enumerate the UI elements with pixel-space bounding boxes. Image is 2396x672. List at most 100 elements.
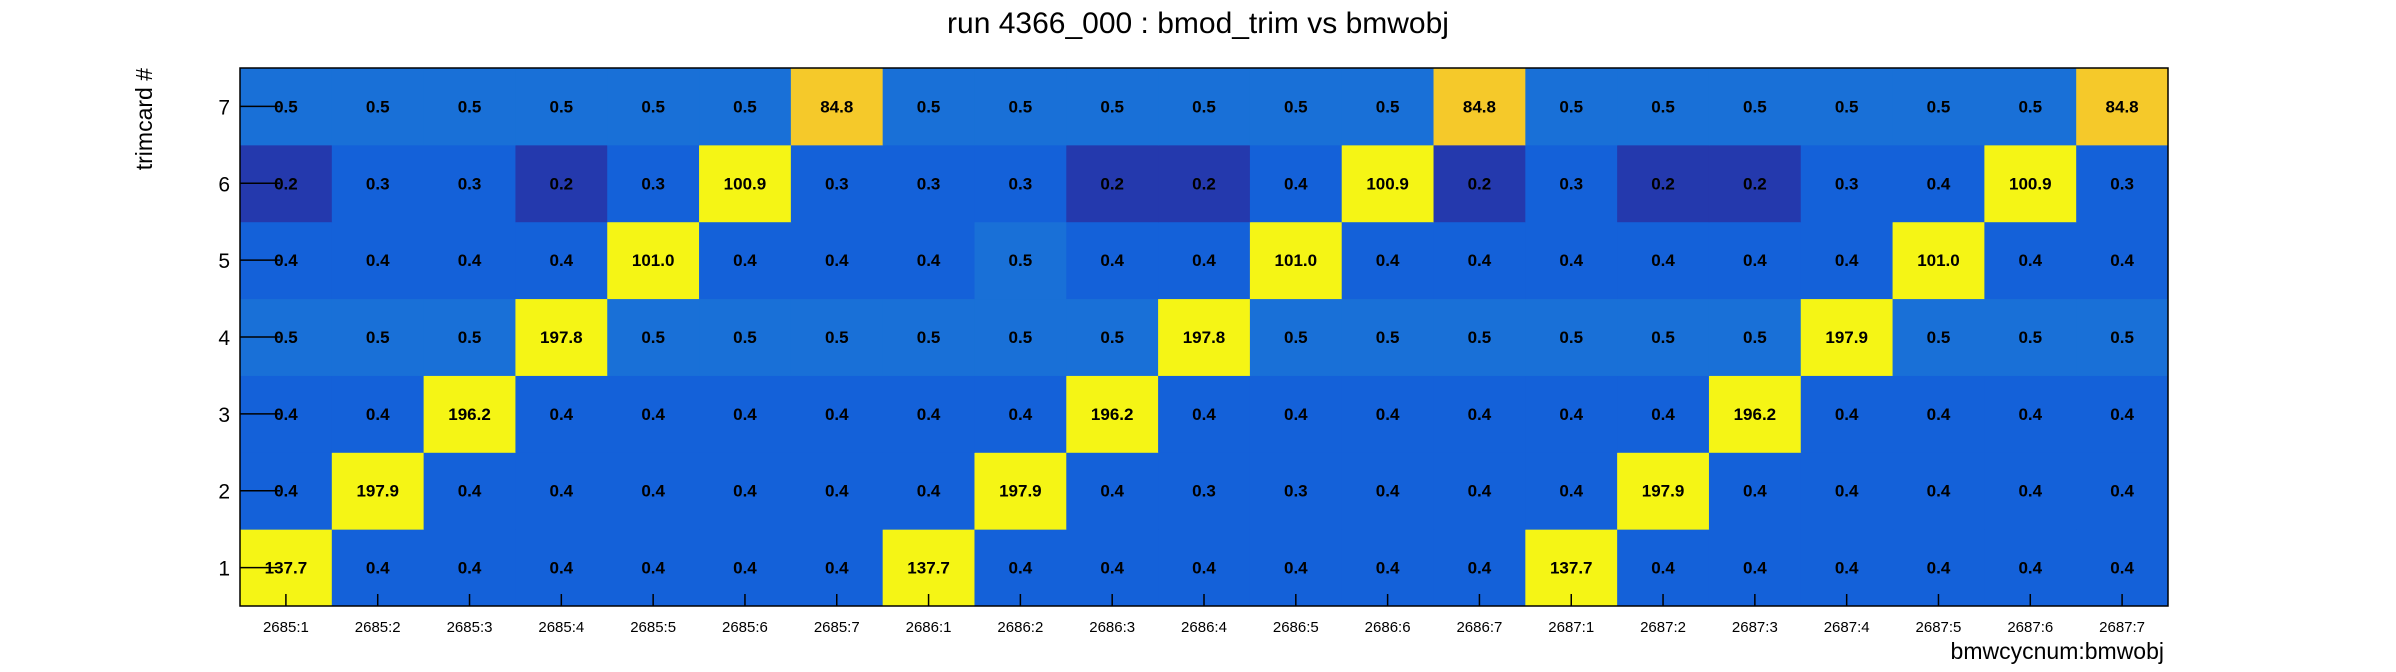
x-tick-label: 2686:1 (906, 619, 952, 636)
heatmap-cell (1708, 68, 1802, 146)
cell-value-label: 0.5 (1743, 97, 1767, 116)
y-tick-label: 2 (218, 481, 230, 504)
cell-value-label: 100.9 (724, 174, 767, 193)
cell-value-label: 0.4 (917, 405, 941, 424)
cell-value-label: 0.5 (2110, 328, 2134, 347)
heatmap-cell (1066, 375, 1159, 453)
y-axis: 1 2 3 4 5 6 7 (218, 96, 280, 581)
cell-value-label: 196.2 (1734, 405, 1777, 424)
cell-value-label: 0.5 (2018, 328, 2042, 347)
heatmap-cell (1892, 375, 1985, 453)
y-tick-label: 4 (218, 327, 230, 350)
cell-value-label: 0.4 (1100, 559, 1124, 578)
y-tick-label: 3 (218, 404, 230, 427)
heatmap-cell (974, 452, 1067, 530)
heatmap-cell (1066, 68, 1159, 146)
cell-value-label: 0.4 (274, 405, 298, 424)
heatmap-cell (1341, 529, 1435, 607)
heatmap-cell (790, 221, 884, 300)
cell-value-label: 0.4 (274, 251, 298, 270)
heatmap-cell (790, 529, 884, 607)
x-tick-label: 2687:6 (2007, 619, 2053, 636)
cell-value-label: 0.3 (1284, 482, 1308, 501)
heatmap-cell (1617, 375, 1710, 453)
heatmap-cell (515, 529, 608, 607)
cell-value-label: 0.4 (550, 559, 574, 578)
heatmap-cell (1341, 452, 1435, 530)
heatmap-cell (1525, 529, 1618, 607)
cell-value-label: 0.2 (274, 174, 298, 193)
heatmap-cell (1066, 298, 1159, 376)
cell-value-label: 0.4 (366, 251, 390, 270)
cell-value-label: 0.5 (2018, 97, 2042, 116)
cell-value-label: 0.4 (1559, 251, 1583, 270)
x-tick-label: 2686:7 (1456, 619, 1502, 636)
heatmap-cell (515, 375, 608, 453)
x-axis-label: bmwcycnum:bmwobj (1951, 638, 2164, 664)
cell-value-label: 84.8 (820, 97, 853, 116)
cell-value-label: 0.4 (550, 405, 574, 424)
x-tick-label: 2687:2 (1640, 619, 1686, 636)
cell-value-label: 0.5 (1743, 328, 1767, 347)
heatmap-cell (423, 144, 516, 223)
heatmap-cell (1617, 529, 1710, 607)
cell-value-label: 0.3 (1835, 174, 1859, 193)
cell-value-label: 84.8 (1463, 97, 1496, 116)
cell-value-label: 0.4 (458, 482, 482, 501)
heatmap-cell (1158, 529, 1251, 607)
cell-value-label: 0.4 (1376, 559, 1400, 578)
cell-value-label: 0.4 (1100, 251, 1124, 270)
cell-value-label: 0.4 (1927, 482, 1951, 501)
heatmap-cell (1617, 298, 1710, 376)
heatmap-cell (2076, 375, 2169, 453)
cell-value-label: 197.9 (1642, 482, 1685, 501)
heatmap-cell (1708, 221, 1802, 300)
heatmap-cell (423, 452, 516, 530)
cell-value-label: 101.0 (1917, 251, 1960, 270)
cell-value-label: 0.4 (2110, 482, 2134, 501)
cell-value-label: 0.4 (1927, 174, 1951, 193)
cell-value-label: 0.5 (733, 97, 757, 116)
heatmap-cell (1158, 375, 1251, 453)
heatmap-cell (974, 375, 1067, 453)
heatmap-cell (423, 375, 516, 453)
heatmap-cell (2076, 298, 2169, 376)
cell-value-label: 0.4 (1192, 251, 1216, 270)
heatmap-cell (1892, 144, 1985, 223)
cell-value-label: 0.4 (641, 405, 665, 424)
heatmap-cell (607, 452, 700, 530)
cell-value-label: 0.4 (1743, 482, 1767, 501)
x-tick-label: 2685:3 (447, 619, 493, 636)
heatmap-cell (1525, 221, 1618, 300)
cell-value-label: 0.5 (1927, 328, 1951, 347)
cell-value-label: 0.5 (1100, 97, 1124, 116)
cell-value-label: 197.9 (356, 482, 399, 501)
cell-value-label: 0.4 (1468, 482, 1492, 501)
heatmap-cell (1249, 68, 1343, 146)
heatmap-cell (1433, 298, 1526, 376)
x-tick-label: 2685:1 (263, 619, 309, 636)
y-tick-label: 6 (218, 173, 230, 196)
heatmap-cell (790, 144, 884, 223)
cell-value-label: 0.3 (917, 174, 941, 193)
x-tick-label: 2687:5 (1916, 619, 1962, 636)
heatmap-cell (1617, 68, 1710, 146)
chart-title: run 4366_000 : bmod_trim vs bmwobj (947, 7, 1449, 40)
heatmap-cell (1708, 144, 1802, 223)
heatmap-cells: 137.7 0.4 0.4 0.4 0.4 0.4 0.4 137.7 0.4 0.4 0.4 0.4… (240, 68, 2169, 607)
heatmap-cell (882, 529, 975, 607)
cell-value-label: 0.5 (641, 328, 665, 347)
cell-value-label: 197.8 (540, 328, 583, 347)
heatmap-cell (1708, 298, 1802, 376)
cell-value-label: 0.4 (2018, 482, 2042, 501)
heatmap-cell (790, 375, 884, 453)
cell-value-label: 0.5 (1284, 97, 1308, 116)
heatmap-cell (331, 68, 425, 146)
cell-value-label: 0.5 (274, 97, 298, 116)
cell-value-label: 0.4 (1376, 405, 1400, 424)
heatmap-cell (699, 144, 792, 223)
cell-value-label: 0.4 (2110, 251, 2134, 270)
heatmap-cell (515, 68, 608, 146)
heatmap-cell (515, 298, 608, 376)
cell-value-label: 0.5 (366, 97, 390, 116)
